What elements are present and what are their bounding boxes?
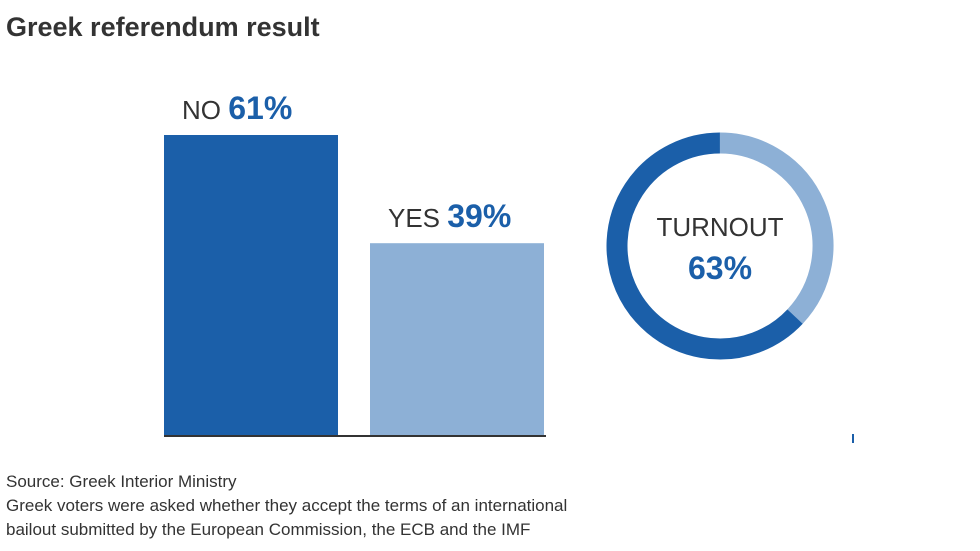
bar-label-yes: YES 39% bbox=[388, 198, 511, 234]
bar-label-no: NO 61% bbox=[182, 90, 292, 126]
bar-yes bbox=[370, 243, 544, 435]
turnout-arc bbox=[606, 132, 803, 360]
footnote-line-2: bailout submitted by the European Commis… bbox=[6, 520, 531, 539]
footnote-line-1: Greek voters were asked whether they acc… bbox=[6, 496, 568, 515]
turnout-remaining-arc bbox=[719, 132, 834, 324]
source-note: Source: Greek Interior Ministry bbox=[6, 472, 237, 491]
turnout-value: 63% bbox=[688, 250, 752, 286]
bar-no bbox=[164, 135, 338, 435]
tick-mark bbox=[852, 434, 854, 443]
turnout-label: TURNOUT bbox=[656, 212, 783, 242]
chart-title: Greek referendum result bbox=[6, 12, 320, 42]
